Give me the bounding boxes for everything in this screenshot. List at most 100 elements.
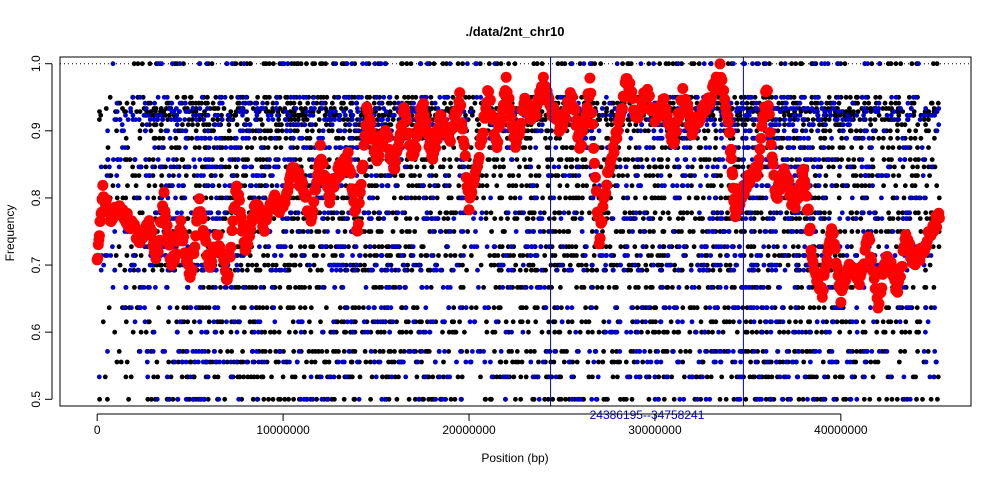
data-point <box>888 100 894 106</box>
data-point-blue <box>164 285 169 290</box>
data-point <box>523 374 529 380</box>
data-point <box>413 94 419 100</box>
data-point <box>513 183 519 189</box>
data-point <box>145 396 151 402</box>
data-point-blue <box>125 117 131 122</box>
data-point <box>824 319 829 325</box>
data-point <box>563 164 569 170</box>
data-point <box>687 349 693 354</box>
data-point <box>696 61 702 67</box>
data-point <box>459 374 465 380</box>
data-point <box>877 94 883 100</box>
data-point <box>527 157 533 163</box>
data-point <box>130 100 136 106</box>
data-point <box>251 374 257 380</box>
data-point <box>650 145 656 151</box>
data-point <box>687 329 693 335</box>
data-point <box>689 164 695 170</box>
data-point <box>133 173 138 179</box>
data-point <box>646 128 651 134</box>
data-point <box>768 359 774 365</box>
data-point <box>731 396 737 402</box>
data-point-blue <box>378 305 384 311</box>
data-point <box>704 253 710 258</box>
data-point <box>229 94 234 100</box>
data-point <box>293 329 298 335</box>
data-point <box>367 94 373 100</box>
data-point <box>628 61 634 67</box>
data-point-blue <box>379 183 384 189</box>
data-point <box>424 253 430 258</box>
data-point <box>466 94 472 100</box>
data-point <box>367 359 373 365</box>
data-point <box>213 94 219 100</box>
data-point <box>907 329 913 335</box>
data-point <box>610 100 616 106</box>
data-point <box>379 244 385 250</box>
data-point <box>304 117 310 122</box>
data-point <box>236 100 242 106</box>
data-point <box>818 135 823 141</box>
data-point <box>114 359 120 365</box>
data-point <box>579 262 584 268</box>
data-point <box>786 253 792 258</box>
data-point-blue <box>228 359 234 365</box>
data-point <box>231 305 237 311</box>
data-point <box>511 253 516 258</box>
data-point <box>196 145 202 151</box>
data-point <box>794 229 800 234</box>
data-point <box>195 122 201 128</box>
data-point <box>691 244 697 250</box>
data-point <box>292 374 298 380</box>
data-point-blue <box>199 135 204 141</box>
data-point <box>372 349 378 354</box>
data-point <box>502 229 507 234</box>
data-point <box>647 164 652 170</box>
data-point <box>924 216 930 222</box>
data-point <box>399 61 405 67</box>
data-point-blue <box>382 319 388 325</box>
data-point <box>580 195 585 201</box>
data-point <box>307 285 313 290</box>
data-point <box>915 145 920 151</box>
data-point <box>404 216 409 222</box>
data-point-blue <box>101 262 107 268</box>
data-point <box>148 128 154 134</box>
data-point <box>599 145 605 151</box>
data-point <box>420 244 426 250</box>
data-point <box>676 329 682 335</box>
data-point-blue <box>354 145 359 151</box>
data-point-blue <box>144 359 150 365</box>
data-point-blue <box>142 100 148 106</box>
data-point <box>880 319 886 325</box>
data-point <box>598 164 604 170</box>
data-point-blue <box>411 319 417 325</box>
data-point <box>526 329 531 335</box>
data-point-blue <box>415 359 421 365</box>
data-point-blue <box>327 262 332 268</box>
data-point <box>494 374 500 380</box>
data-point <box>834 183 840 189</box>
data-point-blue <box>538 128 543 134</box>
data-point-blue <box>258 285 264 290</box>
data-point-blue <box>215 112 221 118</box>
data-point-blue <box>500 262 506 268</box>
data-point-blue <box>467 319 473 325</box>
data-point-blue <box>442 349 447 354</box>
data-point-blue <box>327 117 332 122</box>
data-point <box>442 100 447 106</box>
data-point <box>108 173 114 179</box>
data-point <box>813 173 819 179</box>
data-point <box>414 374 420 380</box>
data-point <box>532 349 537 354</box>
data-point <box>799 285 805 290</box>
data-point <box>777 329 782 335</box>
data-point <box>303 112 308 118</box>
data-point <box>870 173 875 179</box>
data-point <box>839 135 845 141</box>
data-point <box>630 157 636 163</box>
data-point-blue <box>569 305 575 311</box>
data-point <box>336 135 342 141</box>
data-point <box>160 135 166 141</box>
data-point <box>494 157 500 163</box>
